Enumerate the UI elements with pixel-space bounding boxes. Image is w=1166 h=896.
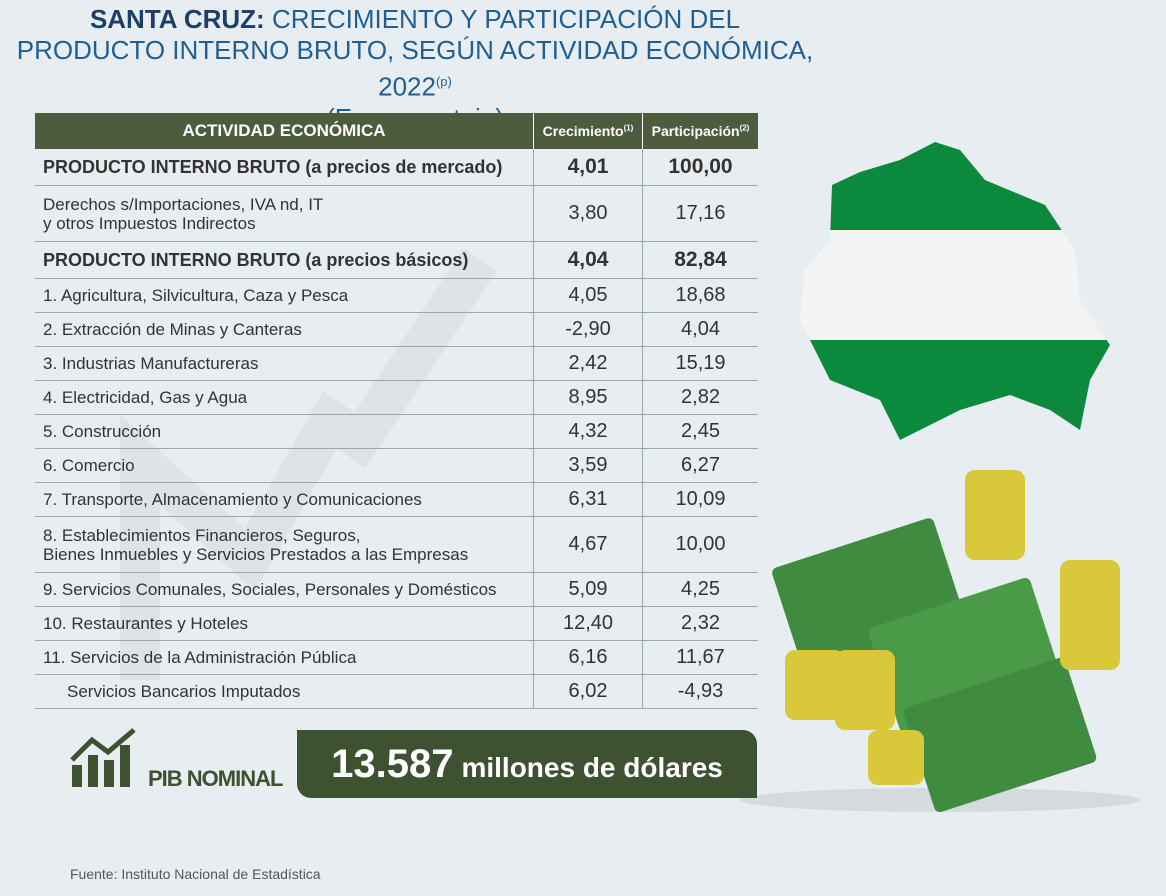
label-cell: 3. Industrias Manufactureras xyxy=(35,346,534,381)
money-illustration xyxy=(740,470,1140,813)
value-cell: 4,05 xyxy=(533,278,643,313)
value-cell: 10,09 xyxy=(642,482,758,517)
value-cell: 10,00 xyxy=(642,516,758,573)
label-cell: Derechos s/Importaciones, IVA nd, IT y o… xyxy=(35,185,534,242)
value-cell: 4,32 xyxy=(533,414,643,449)
table-row: Derechos s/Importaciones, IVA nd, IT y o… xyxy=(35,185,758,242)
source: Fuente: Instituto Nacional de Estadístic… xyxy=(70,866,321,882)
label-cell: 2. Extracción de Minas y Canteras xyxy=(35,312,534,347)
column-header: Crecimiento(1) xyxy=(533,113,643,149)
label-cell: PRODUCTO INTERNO BRUTO (a precios de mer… xyxy=(35,149,534,186)
label-cell: 5. Construcción xyxy=(35,414,534,449)
table-row: 7. Transporte, Almacenamiento y Comunica… xyxy=(35,482,758,517)
value-cell: 3,59 xyxy=(533,448,643,483)
value-cell: 5,09 xyxy=(533,572,643,607)
value-cell: 100,00 xyxy=(642,149,758,186)
column-note: (2) xyxy=(739,123,750,133)
value-cell: 4,04 xyxy=(533,241,643,279)
label-cell: 9. Servicios Comunales, Sociales, Person… xyxy=(35,572,534,607)
value-cell: 4,25 xyxy=(642,572,758,607)
label-cell: 11. Servicios de la Administración Públi… xyxy=(35,640,534,675)
value-cell: 6,31 xyxy=(533,482,643,517)
label-cell: 1. Agricultura, Silvicultura, Caza y Pes… xyxy=(35,278,534,313)
title-text: CRECIMIENTO Y PARTICIPACIÓN DEL PRODUCTO… xyxy=(16,4,814,102)
value-cell: 15,19 xyxy=(642,346,758,381)
label-cell: 7. Transporte, Almacenamiento y Comunica… xyxy=(35,482,534,517)
table-row: 1. Agricultura, Silvicultura, Caza y Pes… xyxy=(35,278,758,313)
flag-map xyxy=(800,142,1110,440)
table-row: 9. Servicios Comunales, Sociales, Person… xyxy=(35,572,758,607)
table-row: 4. Electricidad, Gas y Agua 8,95 2,82 xyxy=(35,380,758,415)
table-row: 5. Construcción 4,32 2,45 xyxy=(35,414,758,449)
value-cell: 6,02 xyxy=(533,674,643,709)
value-cell: 11,67 xyxy=(642,640,758,675)
pib-label: PIB NOMINAL xyxy=(148,766,283,791)
column-note: (1) xyxy=(623,123,634,133)
table-row: PRODUCTO INTERNO BRUTO (a precios de mer… xyxy=(35,149,758,186)
table-row: PRODUCTO INTERNO BRUTO (a precios básico… xyxy=(35,241,758,279)
value-cell: 2,82 xyxy=(642,380,758,415)
value-cell: 2,42 xyxy=(533,346,643,381)
value-cell: 3,80 xyxy=(533,185,643,242)
table-row: 2. Extracción de Minas y Canteras -2,90 4,… xyxy=(35,312,758,347)
column-header: Participación(2) xyxy=(642,113,758,149)
value-cell: 12,40 xyxy=(533,606,643,641)
value-cell: 18,68 xyxy=(642,278,758,313)
value-cell: 6,27 xyxy=(642,448,758,483)
label-cell: 8. Establecimientos Financieros, Seguros… xyxy=(35,516,534,573)
value-cell: 4,01 xyxy=(533,149,643,186)
table-row: 3. Industrias Manufactureras 2,42 15,19 xyxy=(35,346,758,381)
pib-box: 13.587 millones de dólares xyxy=(297,730,757,798)
column-label: Crecimiento xyxy=(542,123,624,139)
column-label: ACTIVIDAD ECONÓMICA xyxy=(182,121,386,140)
title-bold: SANTA CRUZ: xyxy=(89,4,265,34)
pib-icon xyxy=(70,728,136,787)
label-cell: PRODUCTO INTERNO BRUTO (a precios básico… xyxy=(35,241,534,279)
label-cell: 6. Comercio xyxy=(35,448,534,483)
label-cell: 10. Restaurantes y Hoteles xyxy=(35,606,534,641)
value-cell: 4,67 xyxy=(533,516,643,573)
pib-value: 13.587 xyxy=(331,742,454,786)
table-row: Servicios Bancarios Imputados 6,02 -4,93 xyxy=(35,674,758,709)
value-cell: 8,95 xyxy=(533,380,643,415)
value-cell: -4,93 xyxy=(642,674,758,709)
table-row: 8. Establecimientos Financieros, Seguros… xyxy=(35,516,758,573)
column-header: ACTIVIDAD ECONÓMICA xyxy=(35,113,534,149)
table-row: 11. Servicios de la Administración Públi… xyxy=(35,640,758,675)
label-cell: 4. Electricidad, Gas y Agua xyxy=(35,380,534,415)
title: SANTA CRUZ: CRECIMIENTO Y PARTICIPACIÓN … xyxy=(15,4,815,134)
label-cell: Servicios Bancarios Imputados xyxy=(35,674,534,709)
title-note: (p) xyxy=(435,74,452,89)
value-cell: -2,90 xyxy=(533,312,643,347)
value-cell: 82,84 xyxy=(642,241,758,279)
gdp-table: ACTIVIDAD ECONÓMICA Crecimiento(1) Partici… xyxy=(35,113,758,709)
table-row: 6. Comercio 3,59 6,27 xyxy=(35,448,758,483)
value-cell: 6,16 xyxy=(533,640,643,675)
column-label: Participación xyxy=(651,123,740,139)
table-row: 10. Restaurantes y Hoteles 12,40 2,32 xyxy=(35,606,758,641)
pib-unit: millones de dólares xyxy=(461,752,723,783)
value-cell: 17,16 xyxy=(642,185,758,242)
value-cell: 4,04 xyxy=(642,312,758,347)
value-cell: 2,32 xyxy=(642,606,758,641)
value-cell: 2,45 xyxy=(642,414,758,449)
